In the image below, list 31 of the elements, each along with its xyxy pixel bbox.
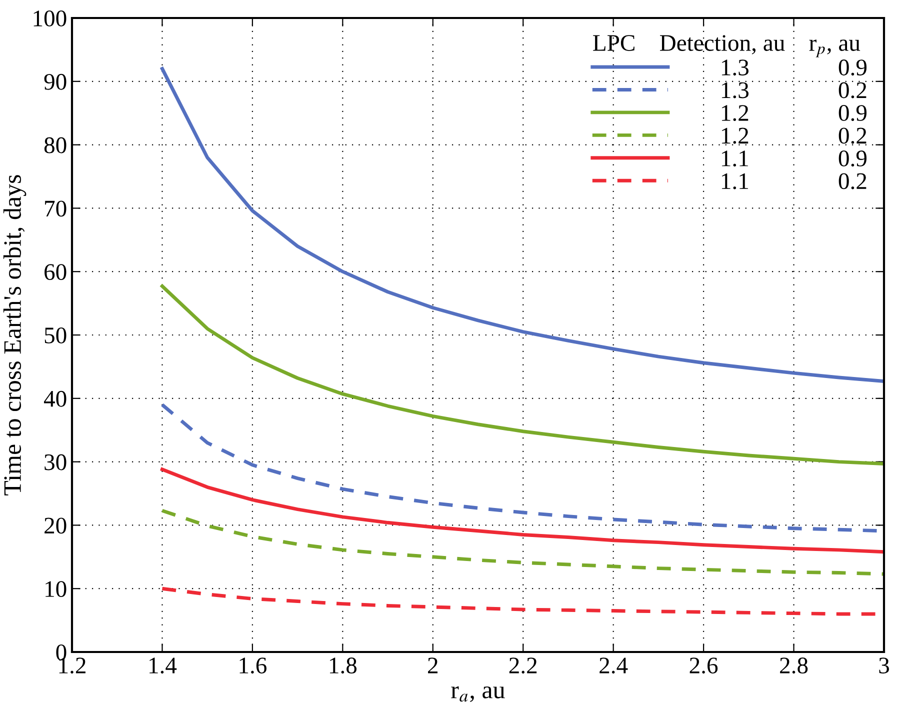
legend-label: 1.2 0.9 [722, 105, 867, 122]
y-axis-title: Time to cross Earth's orbit, days [3, 175, 26, 496]
legend-title: LPC Detection, au r$_{p}$, au [593, 35, 860, 58]
x-axis-title: r$_{a}$, au [451, 686, 505, 702]
y-tick-label: 30 [44, 454, 66, 470]
y-tick-label: 50 [44, 327, 66, 344]
x-tick-label: 1.8 [330, 658, 357, 674]
x-tick-label: 2.8 [780, 658, 808, 674]
y-tick-label: 20 [44, 518, 66, 534]
line-series [160, 468, 884, 554]
y-tick-label: 100 [34, 10, 66, 26]
y-tick-label: 90 [44, 74, 66, 90]
line-series [160, 508, 884, 576]
line-series [160, 284, 884, 466]
x-tick-label: 2 [428, 658, 438, 674]
legend-label: 1.1 0.2 [722, 173, 866, 190]
x-tick-label: 3 [879, 658, 889, 674]
x-tick-label: 1.6 [240, 658, 266, 674]
x-tick-label: 2.4 [600, 658, 628, 674]
legend-label: 1.3 0.9 [722, 60, 867, 76]
y-tick-label: 60 [44, 264, 66, 280]
y-tick-label: 10 [46, 581, 66, 598]
x-tick-label: 2.2 [509, 658, 537, 674]
y-tick-label: 80 [44, 137, 66, 154]
y-tick-label: 70 [45, 200, 66, 217]
y-tick-label: 40 [44, 390, 66, 407]
x-tick-label: 1.4 [150, 658, 177, 674]
x-tick-label: 2.6 [690, 658, 718, 674]
legend-label: 1.3 0.2 [722, 82, 866, 98]
legend-label: 1.2 0.2 [722, 128, 866, 144]
legend-label: 1.1 0.9 [722, 150, 867, 167]
